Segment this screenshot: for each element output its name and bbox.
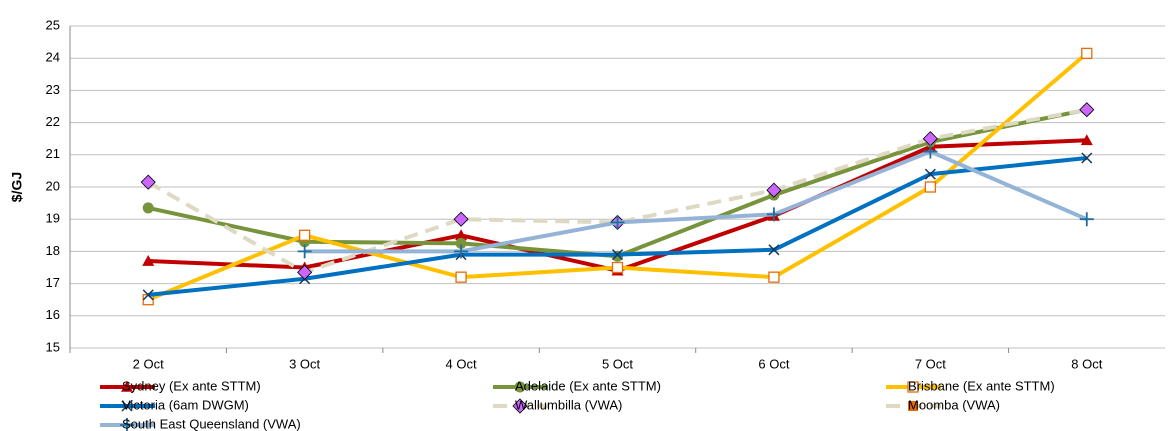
marker [297, 264, 313, 280]
marker [768, 271, 780, 283]
marker [766, 182, 782, 198]
marker [455, 271, 467, 283]
y-tick-label: 22 [46, 114, 60, 129]
marker [142, 255, 155, 266]
marker [455, 237, 467, 249]
y-tick-label: 20 [46, 178, 60, 193]
marker [1079, 102, 1095, 118]
legend-label: Moomba (VWA) [908, 397, 1000, 412]
marker [611, 261, 624, 274]
marker [298, 229, 311, 241]
y-tick-label: 24 [46, 50, 60, 65]
legend-label: Victoria (6am DWGM) [122, 397, 249, 412]
marker [768, 244, 780, 256]
marker [454, 244, 469, 259]
marker [512, 398, 528, 414]
marker [1080, 134, 1093, 146]
marker [455, 229, 468, 241]
y-tick-label: 15 [46, 339, 60, 354]
marker [1079, 212, 1094, 227]
marker [1081, 47, 1093, 60]
x-tick-label: 2 Oct [133, 356, 164, 371]
y-tick-label: 18 [46, 243, 60, 258]
marker [924, 181, 937, 193]
marker [140, 174, 156, 190]
marker [121, 400, 133, 412]
marker [453, 211, 469, 227]
legend-label: Sydney (Ex ante STTM) [122, 378, 261, 393]
marker [142, 202, 154, 214]
marker [924, 168, 936, 180]
y-tick-label: 25 [46, 17, 60, 32]
marker [923, 144, 938, 159]
marker [766, 207, 781, 222]
x-tick-label: 6 Oct [758, 356, 789, 371]
y-tick-label: 16 [46, 307, 60, 322]
marker [142, 289, 154, 301]
y-tick-label: 17 [46, 275, 60, 290]
x-tick-label: 3 Oct [289, 356, 320, 371]
marker [908, 401, 918, 411]
y-tick-label: 19 [46, 211, 60, 226]
marker [611, 249, 624, 261]
x-tick-label: 4 Oct [446, 356, 477, 371]
legend-label: Adelaide (Ex ante STTM) [515, 378, 661, 393]
x-tick-label: 8 Oct [1071, 356, 1102, 371]
marker [297, 244, 312, 259]
marker [1081, 152, 1093, 164]
series-line [304, 149, 1088, 254]
marker [907, 381, 919, 393]
y-tick-label: 23 [46, 82, 60, 97]
marker [120, 418, 134, 431]
marker [610, 215, 625, 230]
x-tick-label: 7 Oct [915, 356, 946, 371]
series-line [147, 107, 1088, 259]
legend-label: South East Queensland (VWA) [122, 416, 301, 431]
x-tick-label: 5 Oct [602, 356, 633, 371]
marker [514, 381, 526, 393]
legend-label: Brisbane (Ex ante STTM) [908, 378, 1055, 393]
legend-label: Wallumbilla (VWA) [515, 397, 622, 412]
marker [121, 381, 133, 392]
y-axis-label: $/GJ [9, 172, 25, 202]
y-tick-label: 21 [46, 146, 60, 161]
series-line [147, 107, 1088, 275]
